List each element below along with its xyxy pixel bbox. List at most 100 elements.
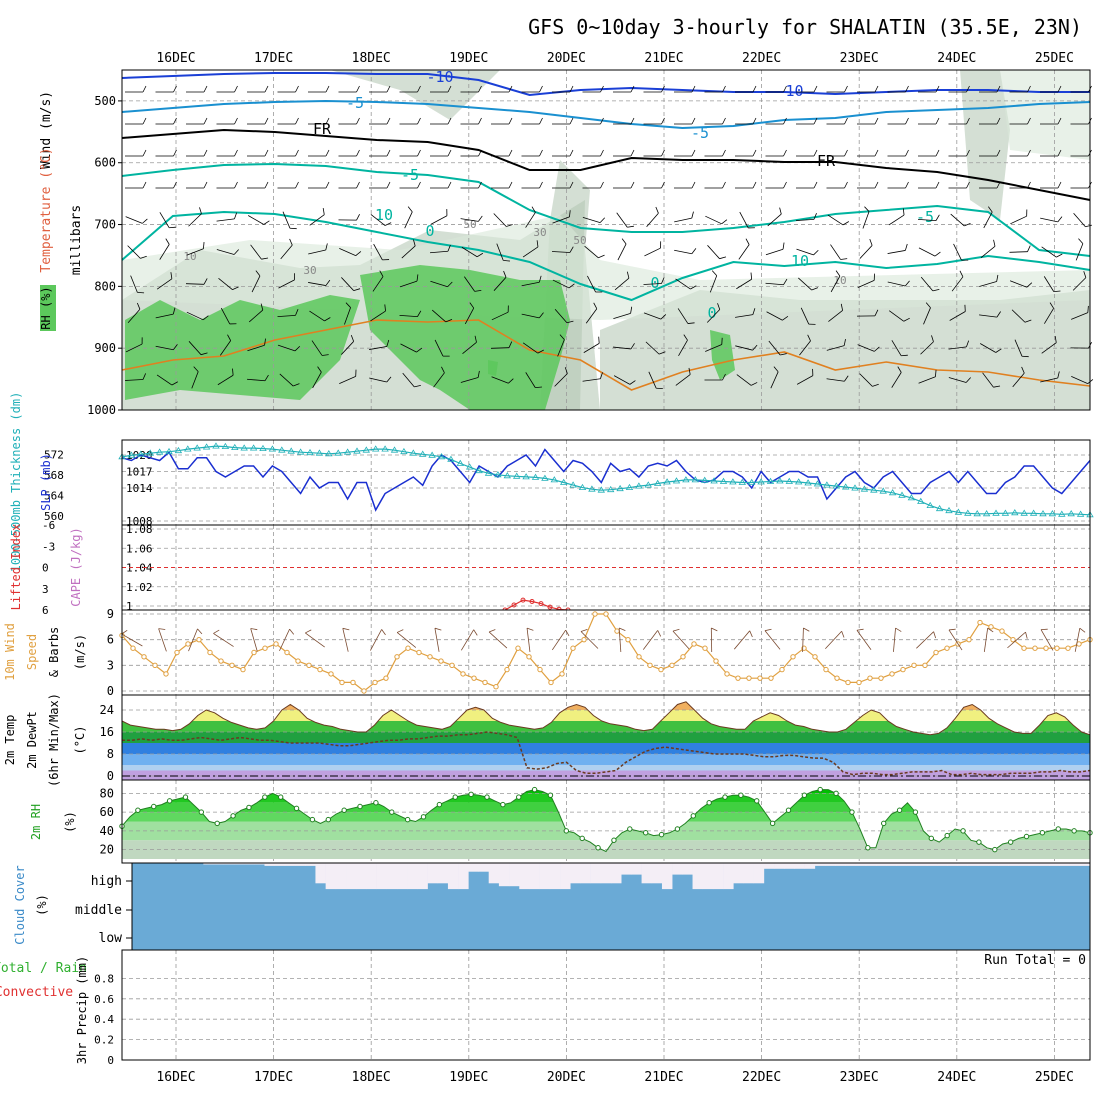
- wind-speed-marker: [889, 671, 895, 677]
- surface-wind-barb-shaft: [158, 628, 167, 652]
- wind-barb-feather: [417, 310, 422, 317]
- wind-barb-feather: [683, 334, 688, 341]
- wind-barb-shaft: [1044, 308, 1054, 324]
- wind-barb-feather: [356, 214, 360, 221]
- wind-barb-shaft: [891, 372, 902, 388]
- wind-barb-feather: [844, 85, 848, 93]
- thickness-marker: [653, 479, 662, 486]
- wind-barb-feather: [874, 181, 879, 189]
- wind-barb-shaft: [767, 213, 782, 227]
- wind-barb: [308, 279, 331, 286]
- wind-speed-marker: [724, 671, 730, 677]
- thickness-marker: [465, 463, 474, 470]
- wind-barb-feather: [842, 221, 850, 226]
- surface-wind-barb: [370, 629, 386, 651]
- dewpoint-line: [122, 731, 1091, 776]
- wind-panel-bg: [122, 610, 1090, 695]
- wind-barb-feather: [626, 271, 630, 279]
- wind-barb: [248, 303, 264, 323]
- wind-barb-shaft: [1071, 312, 1088, 320]
- wind-barb-shaft: [130, 275, 138, 293]
- wind-speed-marker: [141, 654, 147, 660]
- wind-barb: [1071, 305, 1089, 320]
- wind-barb-shaft: [648, 371, 657, 389]
- wind-barb-feather: [568, 283, 575, 289]
- cloud-gap: [468, 863, 479, 872]
- wind-barb-shaft: [277, 344, 296, 352]
- wind-speed-marker: [823, 666, 829, 673]
- temp-ylabel-3: (6hr Min/Max): [47, 693, 61, 787]
- wind-barb: [399, 85, 421, 93]
- wind-barb-feather: [137, 291, 145, 294]
- wind-barb-feather: [264, 149, 269, 157]
- rh-tick-label: 20: [100, 843, 114, 857]
- rh-green-area: [488, 360, 498, 376]
- wind-barb-feather: [173, 344, 178, 350]
- wind-barb-shaft: [554, 373, 568, 387]
- surface-wind-barb-shaft: [1007, 631, 1026, 649]
- wind-barb-shaft: [920, 276, 934, 292]
- cloud-gap: [346, 863, 357, 890]
- temp-band: [122, 765, 1090, 771]
- wind-barb: [918, 247, 941, 257]
- wind-barb: [521, 312, 544, 319]
- wind-speed-marker: [1043, 645, 1049, 651]
- wind-barb: [582, 149, 604, 157]
- wind-barb-feather: [621, 238, 627, 245]
- wind-barb-feather: [996, 85, 1001, 93]
- wind-barb-feather: [478, 117, 482, 125]
- wind-barb: [678, 334, 688, 356]
- wind-speed-marker: [394, 654, 400, 660]
- wind-barb: [339, 369, 357, 385]
- cloud-gap: [1079, 863, 1091, 866]
- wind-barb: [674, 149, 696, 157]
- wind-barb: [551, 246, 574, 253]
- y-tick-label: 1000: [87, 403, 116, 417]
- thickness-marker: [456, 459, 465, 466]
- thickness-marker: [644, 481, 653, 488]
- wind-speed-marker: [779, 666, 785, 673]
- wind-barb-feather: [173, 117, 177, 125]
- contour-label: -5: [916, 208, 934, 226]
- surface-wind-barb: [488, 629, 508, 649]
- wind-barb-shaft: [614, 277, 630, 291]
- wind-barb-feather: [780, 353, 787, 356]
- wind-barb: [130, 275, 145, 294]
- wind-barb-feather: [812, 368, 814, 376]
- cloud-gap: [712, 863, 724, 890]
- bottom-date-label: 19DEC: [449, 1070, 488, 1085]
- wind-barb: [857, 117, 879, 125]
- wind-barb-feather: [1054, 336, 1057, 343]
- thickness-marker: [757, 478, 765, 485]
- surface-wind-barb: [733, 630, 753, 650]
- wind-barb: [309, 208, 325, 226]
- wind-barb-feather: [961, 259, 969, 261]
- wind-barb-feather: [752, 85, 757, 93]
- wind-barb-shaft: [490, 347, 510, 349]
- wind-barb-feather: [142, 218, 148, 224]
- bottom-date-label: 23DEC: [840, 1070, 879, 1085]
- top-date-label: 17DEC: [254, 51, 293, 66]
- wind-barb-shaft: [188, 341, 202, 355]
- wind-barb-shaft: [186, 311, 204, 321]
- wind-barb: [643, 181, 665, 189]
- wind-barb-feather: [379, 270, 384, 277]
- wind-tick-label: 9: [107, 607, 114, 621]
- wind-barb-feather: [995, 348, 1002, 353]
- wind-barb-feather: [234, 117, 238, 125]
- wind-barb-feather: [322, 208, 325, 215]
- wind-barb-feather: [1057, 181, 1062, 189]
- rh-marker: [531, 786, 538, 793]
- wind-barb-shaft: [551, 251, 571, 253]
- contour-line: [121, 210, 1091, 302]
- wind-barb-feather: [630, 343, 635, 350]
- wind-barb-feather: [905, 85, 909, 93]
- cloud-gap: [855, 863, 867, 866]
- cloud-gap: [957, 863, 969, 866]
- wind-barb: [949, 304, 966, 321]
- wind-barb-feather: [263, 220, 270, 225]
- wind-barb-shaft: [521, 281, 540, 287]
- wind-barb-feather: [538, 312, 544, 319]
- wind-barb: [796, 117, 818, 125]
- wind-speed-marker: [548, 679, 554, 686]
